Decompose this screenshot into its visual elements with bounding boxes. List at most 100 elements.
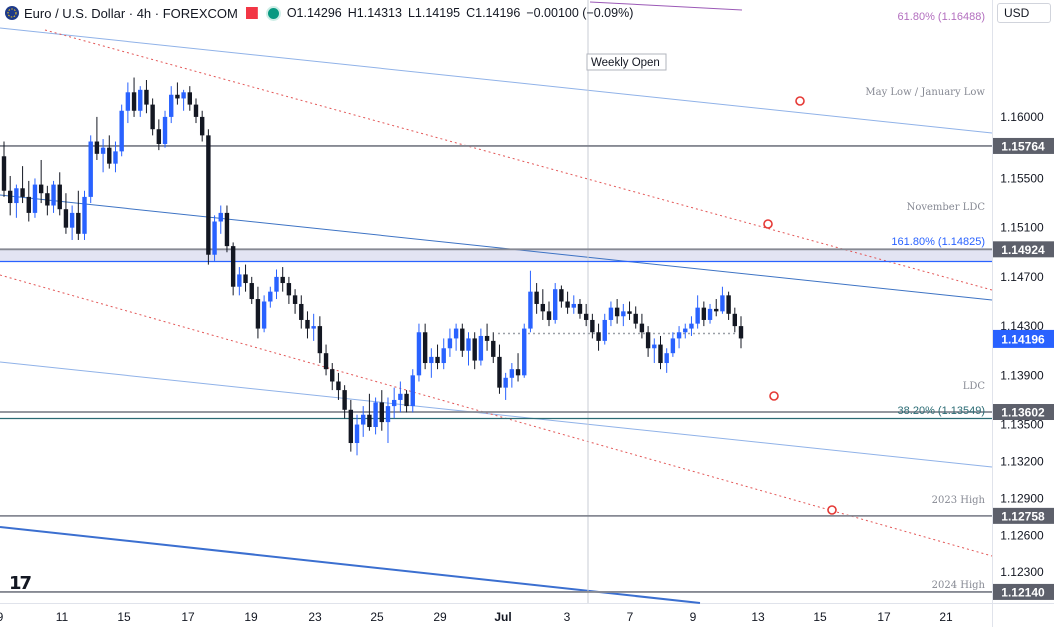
y-tick-label: 1.13500 [1000, 418, 1044, 432]
candle-body [497, 356, 502, 388]
level-price-box [993, 507, 1054, 524]
candle-body [7, 190, 13, 204]
candle-body [45, 193, 50, 206]
annotation-5: 38.20% (1.13549) [898, 405, 985, 417]
candle-body [311, 326, 316, 329]
x-tick-label: 19 [244, 610, 258, 624]
candle-body [645, 332, 651, 349]
candle-body [212, 221, 217, 255]
candle-body [608, 307, 614, 320]
y-tick-label: 1.16000 [1000, 110, 1044, 124]
candle-body [658, 344, 663, 364]
currency-selector[interactable]: USD [997, 3, 1051, 23]
candle-body [268, 291, 273, 302]
y-tick-label: 1.15500 [1000, 171, 1044, 185]
candle-body [466, 338, 471, 351]
annotation-0: 61.80% (1.16488) [898, 11, 985, 23]
candle-body [484, 335, 490, 341]
candle-body [100, 147, 106, 154]
candle-body [410, 375, 415, 407]
candle-body [336, 381, 341, 391]
candle-body [323, 353, 329, 370]
y-tick-label: 1.12300 [1000, 565, 1044, 579]
candle-body [224, 212, 230, 247]
candle-body [602, 319, 607, 341]
annotation-7: 2024 High [932, 580, 986, 591]
candle-body [652, 344, 657, 349]
candle-body [88, 141, 93, 197]
level-price-label: 1.12758 [1001, 509, 1045, 523]
candle-body [255, 299, 261, 329]
plot-area [0, 0, 992, 603]
candle-body [51, 184, 56, 206]
level-marker-2 [769, 391, 779, 401]
euro-flag-icon [5, 6, 19, 20]
candle-body [379, 402, 384, 423]
annotation-2: November LDC [907, 202, 986, 213]
candle-body [243, 274, 248, 284]
candle-body [286, 283, 292, 296]
long-term-trend-line [0, 526, 701, 604]
flag-icon[interactable] [245, 7, 258, 19]
candle-body [596, 332, 601, 341]
candle-body [218, 212, 223, 222]
candle-body [577, 303, 583, 314]
weekly-open-label: Weekly Open [591, 57, 660, 69]
y-tick-label: 1.15100 [1000, 221, 1044, 235]
ohlc-low: L1.14195 [407, 6, 461, 20]
y-tick-label: 1.12600 [1000, 528, 1044, 542]
candle-body [695, 307, 700, 324]
annotation-6: 2023 High [932, 495, 986, 506]
candle-body [237, 274, 242, 287]
candle-body [472, 338, 477, 361]
candle-body [131, 92, 137, 111]
y-tick-label: 1.13900 [1000, 368, 1044, 382]
candle-body [540, 303, 546, 312]
candle-body [38, 184, 44, 194]
candle-body [559, 289, 564, 302]
candle-body [26, 196, 31, 213]
candle-body [156, 129, 162, 144]
candle-body [447, 338, 453, 349]
x-tick-label: 21 [939, 610, 953, 624]
candle-body [422, 332, 428, 364]
candle-body [144, 89, 149, 105]
candle-body [181, 92, 186, 99]
candle-body [429, 356, 434, 364]
candle-body [1, 156, 7, 191]
weekly-open-box [586, 53, 667, 71]
candle-body [150, 104, 155, 130]
candle-body [565, 301, 570, 308]
candle-body [119, 110, 124, 152]
candle-body [193, 104, 199, 117]
x-tick-label: 17 [877, 610, 891, 624]
level-price-label: 1.12140 [1001, 585, 1045, 599]
y-tick-label: 1.12900 [1000, 491, 1044, 505]
candle-body [354, 424, 360, 444]
candle-body [664, 353, 669, 364]
candle-body [435, 356, 440, 364]
level-marker-1 [763, 219, 773, 229]
candle-body [348, 409, 354, 444]
level-price-label: 1.13602 [1001, 406, 1045, 420]
candle-body [292, 295, 298, 304]
currency-label: USD [1004, 6, 1030, 20]
candle-body [342, 390, 347, 410]
candle-body [627, 311, 632, 314]
candle-body [305, 319, 310, 329]
candle-body [460, 328, 465, 351]
candle-body [162, 116, 168, 144]
median-trend-line [0, 194, 993, 301]
candle-body [57, 184, 62, 210]
candle-body [113, 151, 118, 164]
symbol-title[interactable]: Euro / U.S. Dollar · 4h · FOREXCOM [24, 5, 238, 21]
x-tick-label: 17 [181, 610, 195, 624]
candle-body [169, 94, 174, 117]
candle-body [230, 246, 236, 287]
candle-body [391, 399, 397, 407]
level-price-box [993, 137, 1054, 154]
candle-body [503, 377, 508, 388]
candle-body [76, 212, 81, 234]
